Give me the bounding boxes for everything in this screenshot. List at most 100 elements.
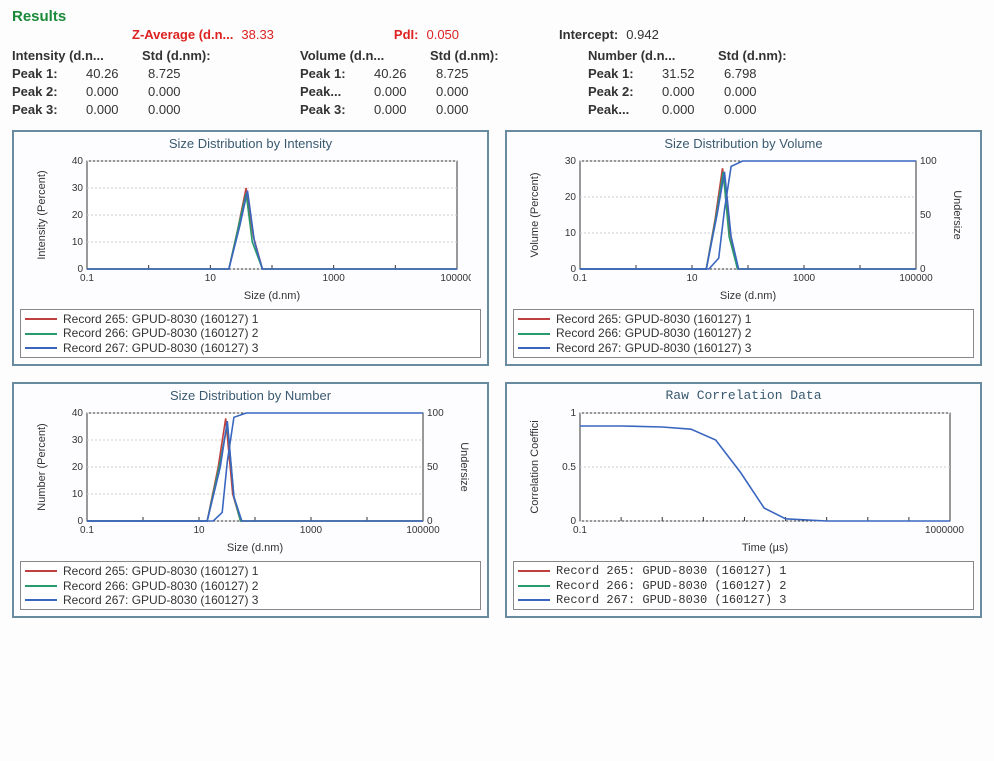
chart-title: Size Distribution by Volume xyxy=(513,136,974,151)
peak-std: 0.000 xyxy=(436,84,488,99)
legend-text: Record 266: GPUD-8030 (160127) 2 xyxy=(556,579,786,593)
svg-text:10: 10 xyxy=(686,273,698,284)
peak-mean: 0.000 xyxy=(86,102,138,117)
legend-swatch xyxy=(518,333,550,335)
svg-text:20: 20 xyxy=(564,192,576,203)
results-heading: Results xyxy=(12,8,982,25)
svg-text:Size (d.nm): Size (d.nm) xyxy=(719,290,775,302)
svg-text:30: 30 xyxy=(71,183,83,194)
legend-text: Record 265: GPUD-8030 (160127) 1 xyxy=(63,312,258,326)
peak-table: Volume (d.n...Std (d.nm):Peak 1:40.268.7… xyxy=(300,48,560,120)
peak-std: 8.725 xyxy=(436,66,488,81)
svg-text:Time (µs): Time (µs) xyxy=(741,542,787,554)
legend-text: Record 267: GPUD-8030 (160127) 3 xyxy=(556,341,751,355)
chart-panel-volume: Size Distribution by Volume01020300.1101… xyxy=(505,130,982,366)
peak-label: Peak... xyxy=(588,102,652,117)
svg-text:50: 50 xyxy=(427,462,439,473)
svg-text:Correlation Coeffici: Correlation Coeffici xyxy=(529,421,541,514)
peak-std: 0.000 xyxy=(724,102,776,117)
svg-text:Size (d.nm): Size (d.nm) xyxy=(243,290,299,302)
svg-text:100000: 100000 xyxy=(406,525,440,536)
chart-title: Raw Correlation Data xyxy=(513,388,974,403)
z-average-value: 38.33 xyxy=(241,27,274,42)
chart-panel-intensity: Size Distribution by Intensity0102030400… xyxy=(12,130,489,366)
peak-mean: 40.26 xyxy=(374,66,426,81)
peak-row: Peak...0.0000.000 xyxy=(588,102,848,117)
legend-row: Record 266: GPUD-8030 (160127) 2 xyxy=(25,579,476,593)
peak-row: Peak 3:0.0000.000 xyxy=(300,102,560,117)
peak-mean: 0.000 xyxy=(374,102,426,117)
svg-text:30: 30 xyxy=(564,156,576,167)
svg-text:Number (Percent): Number (Percent) xyxy=(36,423,48,510)
chart-plot: 0102030400.1101000100000050100UndersizeS… xyxy=(20,405,481,555)
peak-row: Peak 2:0.0000.000 xyxy=(588,84,848,99)
chart-plot: 00.510.1100000000Time (µs)Correlation Co… xyxy=(513,405,974,555)
chart-legend: Record 265: GPUD-8030 (160127) 1Record 2… xyxy=(20,561,481,610)
svg-text:10: 10 xyxy=(193,525,205,536)
chart-panel-number: Size Distribution by Number0102030400.11… xyxy=(12,382,489,618)
svg-text:100000: 100000 xyxy=(899,273,933,284)
peak-head-mean: Volume (d.n... xyxy=(300,48,420,63)
legend-row: Record 267: GPUD-8030 (160127) 3 xyxy=(25,341,476,355)
legend-text: Record 267: GPUD-8030 (160127) 3 xyxy=(63,593,258,607)
peak-head-std: Std (d.nm): xyxy=(718,48,787,63)
legend-row: Record 265: GPUD-8030 (160127) 1 xyxy=(518,564,969,578)
svg-text:10: 10 xyxy=(71,489,83,500)
peak-label: Peak 2: xyxy=(12,84,76,99)
svg-text:100000000: 100000000 xyxy=(924,525,963,536)
chart-legend: Record 265: GPUD-8030 (160127) 1Record 2… xyxy=(20,309,481,358)
peak-std: 8.725 xyxy=(148,66,200,81)
svg-text:0.1: 0.1 xyxy=(573,273,587,284)
legend-swatch xyxy=(25,585,57,587)
svg-text:1000: 1000 xyxy=(299,525,322,536)
legend-swatch xyxy=(518,318,550,320)
peak-table-header: Volume (d.n...Std (d.nm): xyxy=(300,48,560,63)
pdi-value: 0.050 xyxy=(426,27,459,42)
legend-row: Record 266: GPUD-8030 (160127) 2 xyxy=(518,579,969,593)
legend-text: Record 265: GPUD-8030 (160127) 1 xyxy=(63,564,258,578)
svg-text:Undersize: Undersize xyxy=(951,190,963,240)
legend-text: Record 266: GPUD-8030 (160127) 2 xyxy=(63,579,258,593)
legend-row: Record 266: GPUD-8030 (160127) 2 xyxy=(518,326,969,340)
peak-mean: 0.000 xyxy=(374,84,426,99)
svg-text:20: 20 xyxy=(71,462,83,473)
peak-mean: 0.000 xyxy=(86,84,138,99)
svg-text:0: 0 xyxy=(427,516,433,527)
peak-row: Peak 2:0.0000.000 xyxy=(12,84,272,99)
peak-table-header: Number (d.n...Std (d.nm): xyxy=(588,48,848,63)
peak-label: Peak 3: xyxy=(12,102,76,117)
svg-text:Undersize: Undersize xyxy=(458,442,470,492)
legend-text: Record 266: GPUD-8030 (160127) 2 xyxy=(63,326,258,340)
svg-text:Intensity (Percent): Intensity (Percent) xyxy=(36,170,48,259)
legend-swatch xyxy=(25,599,57,601)
svg-text:10: 10 xyxy=(71,237,83,248)
svg-text:40: 40 xyxy=(71,156,83,167)
svg-text:Size (d.nm): Size (d.nm) xyxy=(226,542,282,554)
chart-plot: 0102030400.1101000100000Size (d.nm)Inten… xyxy=(20,153,481,303)
legend-row: Record 267: GPUD-8030 (160127) 3 xyxy=(518,341,969,355)
chart-panel-correlation: Raw Correlation Data00.510.1100000000Tim… xyxy=(505,382,982,618)
peak-label: Peak 1: xyxy=(12,66,76,81)
peak-label: Peak 1: xyxy=(588,66,652,81)
svg-text:20: 20 xyxy=(71,210,83,221)
peak-row: Peak...0.0000.000 xyxy=(300,84,560,99)
legend-row: Record 267: GPUD-8030 (160127) 3 xyxy=(518,593,969,607)
peak-mean: 31.52 xyxy=(662,66,714,81)
chart-legend: Record 265: GPUD-8030 (160127) 1Record 2… xyxy=(513,309,974,358)
charts-grid: Size Distribution by Intensity0102030400… xyxy=(12,130,982,618)
svg-text:1000: 1000 xyxy=(322,273,345,284)
peak-row: Peak 1:40.268.725 xyxy=(300,66,560,81)
chart-title: Size Distribution by Number xyxy=(20,388,481,403)
legend-row: Record 265: GPUD-8030 (160127) 1 xyxy=(25,564,476,578)
svg-text:30: 30 xyxy=(71,435,83,446)
legend-swatch xyxy=(518,585,550,587)
pdi-label: PdI: xyxy=(394,27,419,42)
peak-std: 0.000 xyxy=(436,102,488,117)
svg-text:0.1: 0.1 xyxy=(573,525,587,536)
legend-row: Record 267: GPUD-8030 (160127) 3 xyxy=(25,593,476,607)
peak-mean: 40.26 xyxy=(86,66,138,81)
svg-text:50: 50 xyxy=(920,210,932,221)
svg-text:1000: 1000 xyxy=(792,273,815,284)
peak-std: 0.000 xyxy=(724,84,776,99)
summary-row: Z-Average (d.n... 38.33 PdI: 0.050 Inter… xyxy=(12,27,982,42)
